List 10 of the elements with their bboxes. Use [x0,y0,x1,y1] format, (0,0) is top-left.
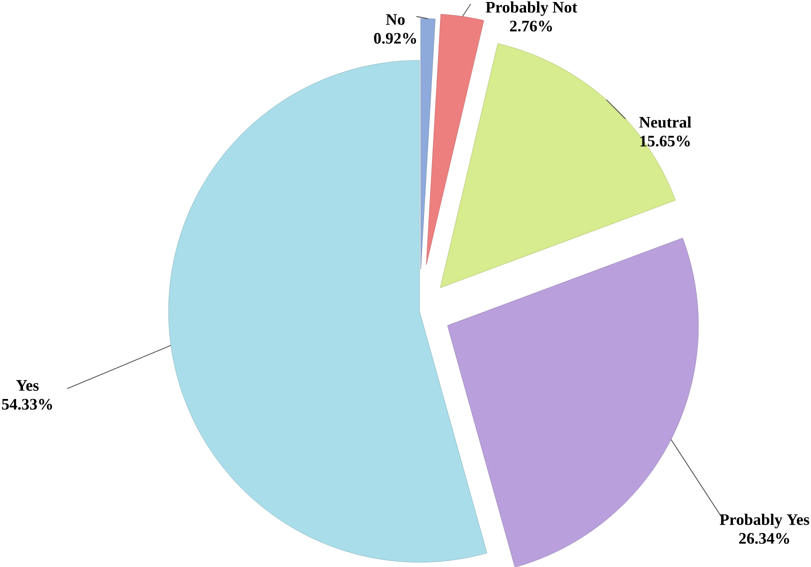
data-label: 26.34% [739,532,790,544]
data-label: 15.65% [640,135,690,146]
slice-label: No [386,14,405,25]
data-label: 54.33% [2,398,52,410]
slice-label: Yes [16,380,39,391]
slice-label: Probably Not [486,1,578,16]
data-label: 2.76% [510,20,552,32]
data-label: 0.92% [374,32,416,44]
slice-label: Probably Yes [720,513,810,528]
slice-label: Neutral [639,116,692,128]
